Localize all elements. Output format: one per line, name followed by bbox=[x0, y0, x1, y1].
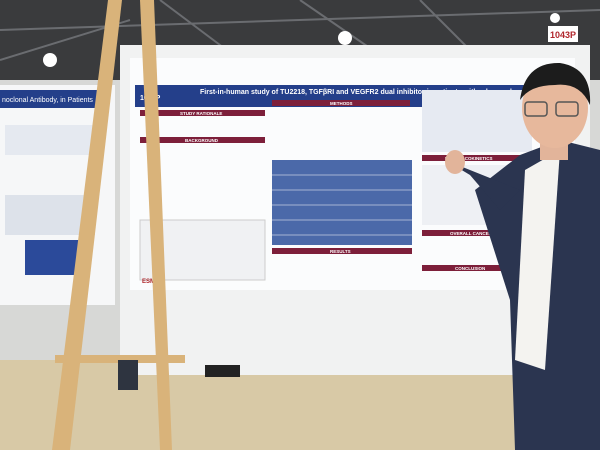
easel bbox=[52, 0, 185, 450]
poster-section-bars bbox=[140, 100, 522, 271]
results-table bbox=[272, 160, 412, 245]
background-person bbox=[205, 365, 240, 377]
poster-logo: ESMO bbox=[142, 279, 160, 285]
section-label: STUDY RATIONALE bbox=[180, 111, 222, 116]
section-label: BACKGROUND bbox=[185, 138, 219, 143]
ceiling-truss bbox=[0, 0, 600, 61]
background-person bbox=[118, 360, 138, 390]
poster-title: First-in-human study of TU2218, TGFβRI a… bbox=[200, 89, 545, 96]
left-poster-title: noclonal Antibody, in Patients bbox=[2, 97, 93, 104]
section-label: PHARMACOKINETICS bbox=[445, 156, 493, 161]
ceiling-light bbox=[43, 53, 57, 67]
section-label: CONCLUSION bbox=[455, 266, 485, 271]
left-poster-figure bbox=[5, 125, 95, 155]
left-poster-header bbox=[0, 90, 100, 108]
board-sign bbox=[548, 26, 578, 42]
section-label: METHODS bbox=[330, 101, 353, 106]
ceiling-light bbox=[338, 31, 352, 45]
section-label: OVERALL CANCER bbox=[450, 231, 493, 236]
table-rules bbox=[272, 174, 412, 236]
section-label: RESULTS bbox=[330, 249, 351, 254]
poster-table bbox=[422, 90, 532, 152]
presenter bbox=[445, 62, 600, 450]
poster-section-labels: STUDY RATIONALE METHODS BACKGROUND PHARM… bbox=[180, 101, 493, 271]
ceiling-light bbox=[550, 13, 560, 23]
board-sign-text: 1043P bbox=[550, 30, 576, 40]
